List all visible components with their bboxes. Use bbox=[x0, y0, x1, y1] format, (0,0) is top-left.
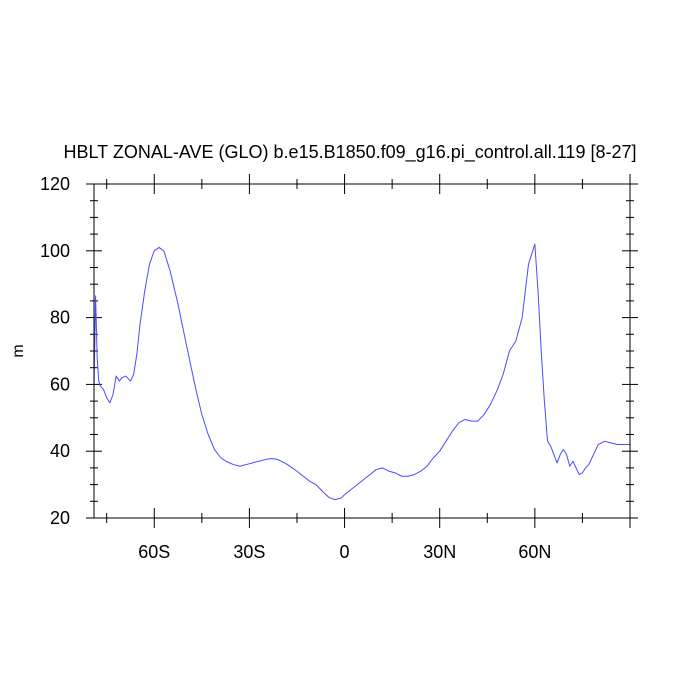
y-tick-label: 40 bbox=[50, 441, 70, 461]
x-tick-label: 60N bbox=[518, 542, 551, 562]
series-line bbox=[93, 243, 630, 501]
x-tick-label: 30N bbox=[423, 542, 456, 562]
y-tick-label: 60 bbox=[50, 374, 70, 394]
y-axis-label: m bbox=[10, 344, 27, 357]
series-layer bbox=[93, 243, 630, 501]
y-tick-label: 80 bbox=[50, 308, 70, 328]
y-tick-label: 20 bbox=[50, 508, 70, 528]
x-tick-label: 0 bbox=[340, 542, 350, 562]
tick-marks bbox=[86, 174, 638, 528]
y-tick-label: 120 bbox=[40, 174, 70, 194]
y-tick-label: 100 bbox=[40, 241, 70, 261]
plot-frame bbox=[93, 183, 631, 519]
y-tick-labels: 20 40 60 80 100 120 bbox=[40, 174, 70, 528]
x-tick-label: 30S bbox=[233, 542, 265, 562]
x-tick-label: 60S bbox=[138, 542, 170, 562]
x-tick-labels: 60S 30S 0 30N 60N bbox=[138, 542, 551, 562]
chart-title: HBLT ZONAL-AVE (GLO) b.e15.B1850.f09_g16… bbox=[64, 142, 637, 163]
